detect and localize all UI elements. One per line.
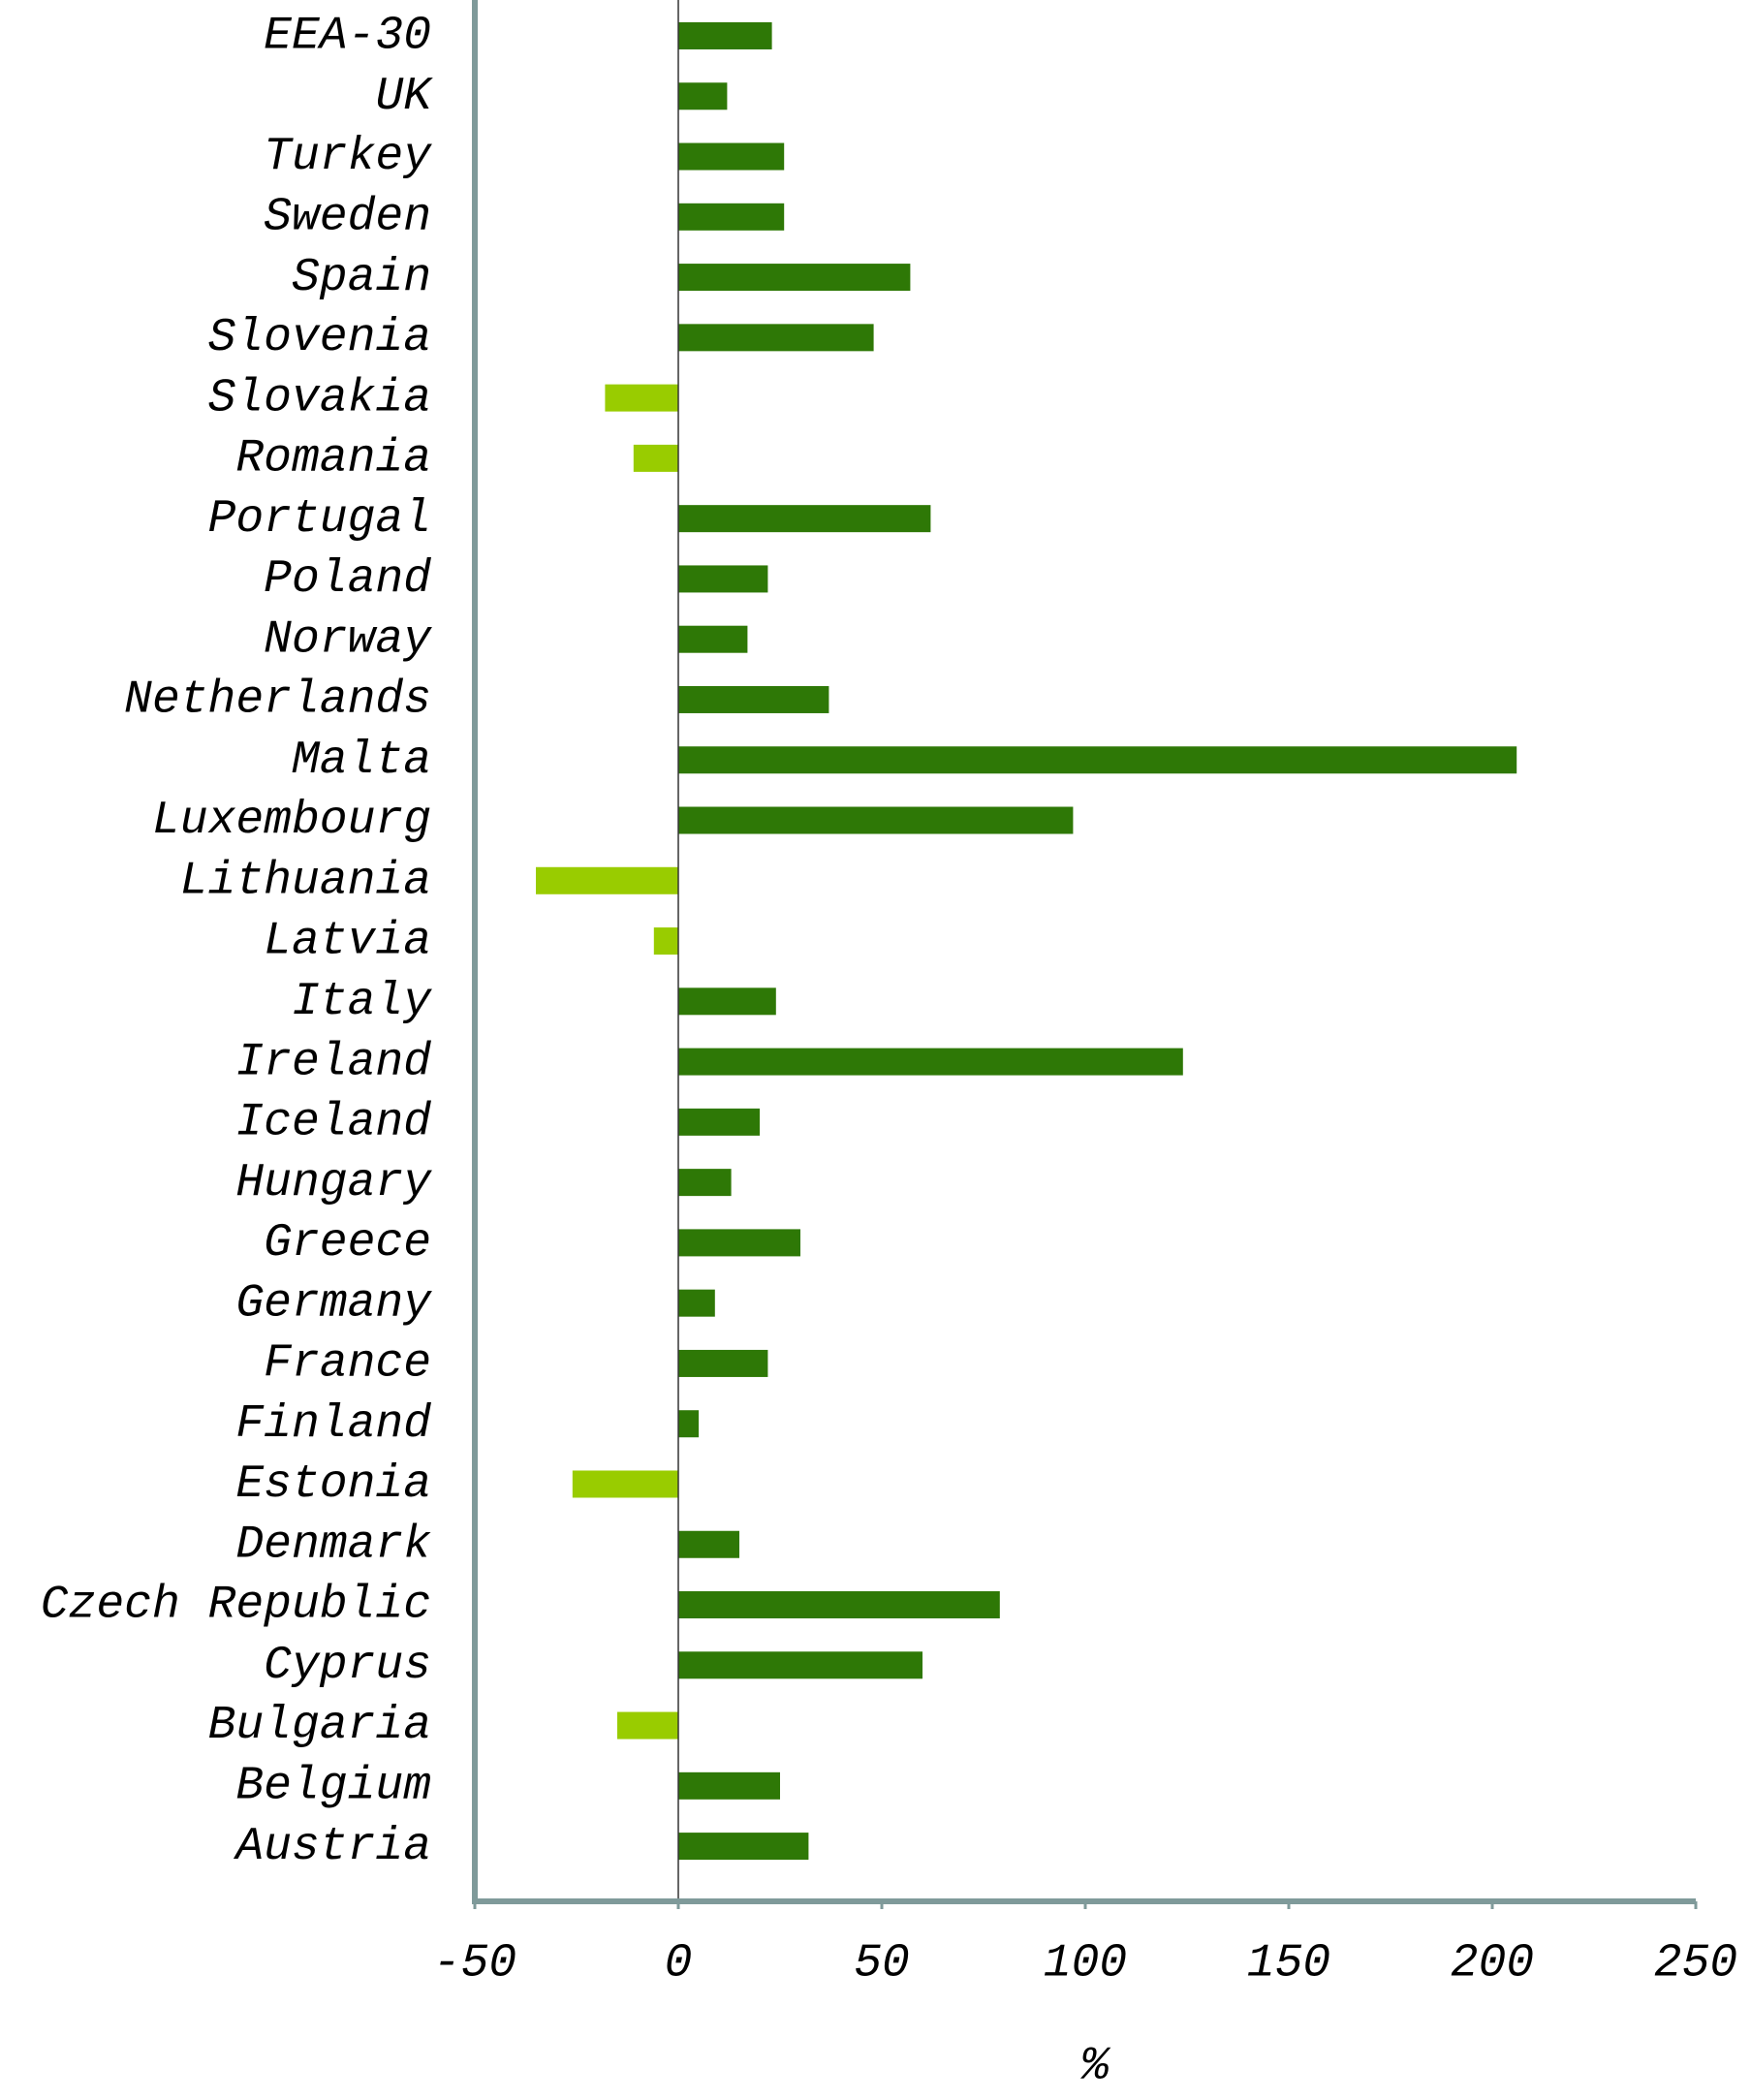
y-tick-label: Hungary xyxy=(235,1157,432,1209)
y-tick-label: Cyprus xyxy=(264,1640,431,1692)
bar xyxy=(678,1591,1000,1619)
y-tick-label: Slovakia xyxy=(208,372,431,424)
y-tick-label: Belgium xyxy=(235,1761,431,1813)
y-tick-label: Luxembourg xyxy=(152,795,431,847)
bar xyxy=(678,565,768,593)
bar xyxy=(678,1530,739,1558)
bar xyxy=(678,142,785,171)
bar xyxy=(678,987,776,1016)
bar xyxy=(678,324,874,352)
bar xyxy=(678,1833,809,1861)
bar xyxy=(678,625,748,653)
y-tick-label: France xyxy=(264,1338,431,1391)
y-tick-label: Norway xyxy=(264,613,432,666)
y-tick-label: Latvia xyxy=(264,916,431,968)
x-tick-label: 150 xyxy=(1247,1938,1330,1990)
bar xyxy=(678,1771,780,1800)
bar xyxy=(678,1349,768,1377)
bar xyxy=(605,384,678,412)
y-tick-label: Denmark xyxy=(235,1519,431,1571)
y-tick-label: Poland xyxy=(264,553,431,606)
bar xyxy=(678,264,911,292)
bar xyxy=(633,444,678,472)
y-tick-label: EEA-30 xyxy=(264,11,431,63)
x-tick-label: -50 xyxy=(433,1938,516,1990)
bar xyxy=(678,82,728,110)
bar xyxy=(678,505,931,533)
x-axis-title: % xyxy=(1080,2041,1111,2093)
x-tick-label: 200 xyxy=(1451,1938,1534,1990)
x-tick-label: 0 xyxy=(665,1938,693,1990)
x-tick-label: 100 xyxy=(1044,1938,1127,1990)
bar xyxy=(678,1048,1183,1076)
bar xyxy=(678,806,1074,834)
y-tick-label: Iceland xyxy=(235,1097,431,1149)
x-tick-label: 50 xyxy=(854,1938,910,1990)
y-tick-label: Netherlands xyxy=(124,674,431,727)
y-tick-label: Sweden xyxy=(264,191,431,243)
bar xyxy=(678,1651,922,1679)
y-tick-label: Turkey xyxy=(264,131,432,183)
bar xyxy=(617,1711,678,1740)
bar xyxy=(678,1289,715,1317)
bar xyxy=(678,1410,699,1438)
y-tick-label: UK xyxy=(375,71,433,123)
y-tick-label: Germany xyxy=(235,1277,432,1330)
x-tick-label: 250 xyxy=(1654,1938,1737,1990)
y-tick-label: Malta xyxy=(292,735,431,787)
y-tick-label: Czech Republic xyxy=(41,1580,431,1632)
bar xyxy=(572,1470,678,1498)
y-tick-label: Estonia xyxy=(235,1458,431,1511)
y-tick-label: Spain xyxy=(292,252,431,304)
bar xyxy=(536,866,678,894)
y-tick-label: Ireland xyxy=(235,1036,431,1088)
bar xyxy=(678,1229,800,1257)
bar xyxy=(678,685,829,713)
y-tick-label: Finland xyxy=(235,1398,431,1451)
bar xyxy=(678,22,772,49)
y-tick-label: Bulgaria xyxy=(208,1700,431,1752)
y-tick-label: Romania xyxy=(235,433,431,486)
y-tick-label: Greece xyxy=(264,1217,431,1269)
y-tick-label: Slovenia xyxy=(208,312,431,364)
bar xyxy=(678,1108,760,1136)
bar xyxy=(678,203,785,231)
bar xyxy=(653,927,678,956)
bar xyxy=(678,1169,732,1197)
bar xyxy=(678,746,1517,774)
y-tick-label: Portugal xyxy=(208,493,431,546)
y-tick-label: Italy xyxy=(292,976,432,1028)
y-tick-label: Austria xyxy=(233,1821,431,1873)
y-tick-label: Lithuania xyxy=(180,855,431,907)
